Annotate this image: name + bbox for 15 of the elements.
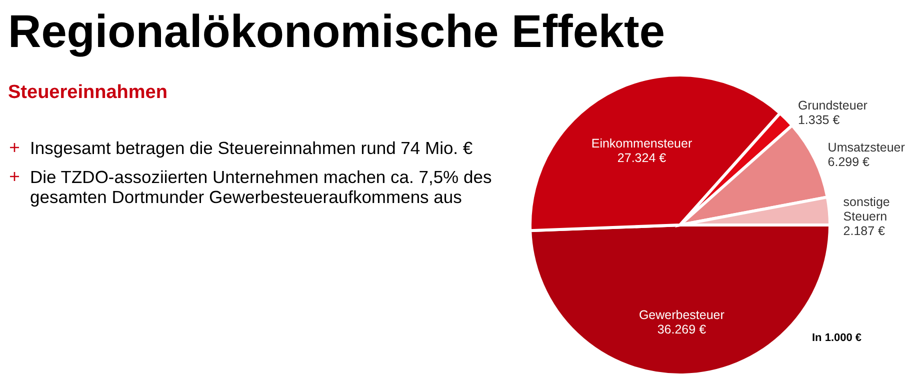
slice-label: Grundsteuer — [798, 98, 868, 112]
chart-title: Regionalökonomische Effekte — [8, 4, 665, 58]
text: Insgesamt betragen die Steuereinnahmen rund 74 Mio. € — [29, 138, 474, 158]
data-label: 6.299 € — [828, 154, 870, 169]
data-label: 1.335 € — [798, 113, 840, 127]
slice-label: sonstige Steuern — [843, 195, 890, 224]
data-label: 27.324 € — [617, 151, 666, 166]
slice-label: Umsatzsteuer — [828, 140, 905, 154]
slice-label: Einkommensteuer — [591, 136, 692, 151]
slice-label: Gewerbesteuer — [638, 308, 724, 322]
text: Steuereinnahmen — [8, 82, 168, 104]
data-label: 36.269 € — [657, 322, 706, 336]
text: Die TZDO-assoziierten Unternehmen machen ca. 7,5% des gesamten Dortmunder Gewerbesteueraufkommens aus — [29, 167, 493, 207]
text: In 1.000 € — [812, 332, 862, 344]
data-label: 2.187 € — [843, 224, 886, 238]
